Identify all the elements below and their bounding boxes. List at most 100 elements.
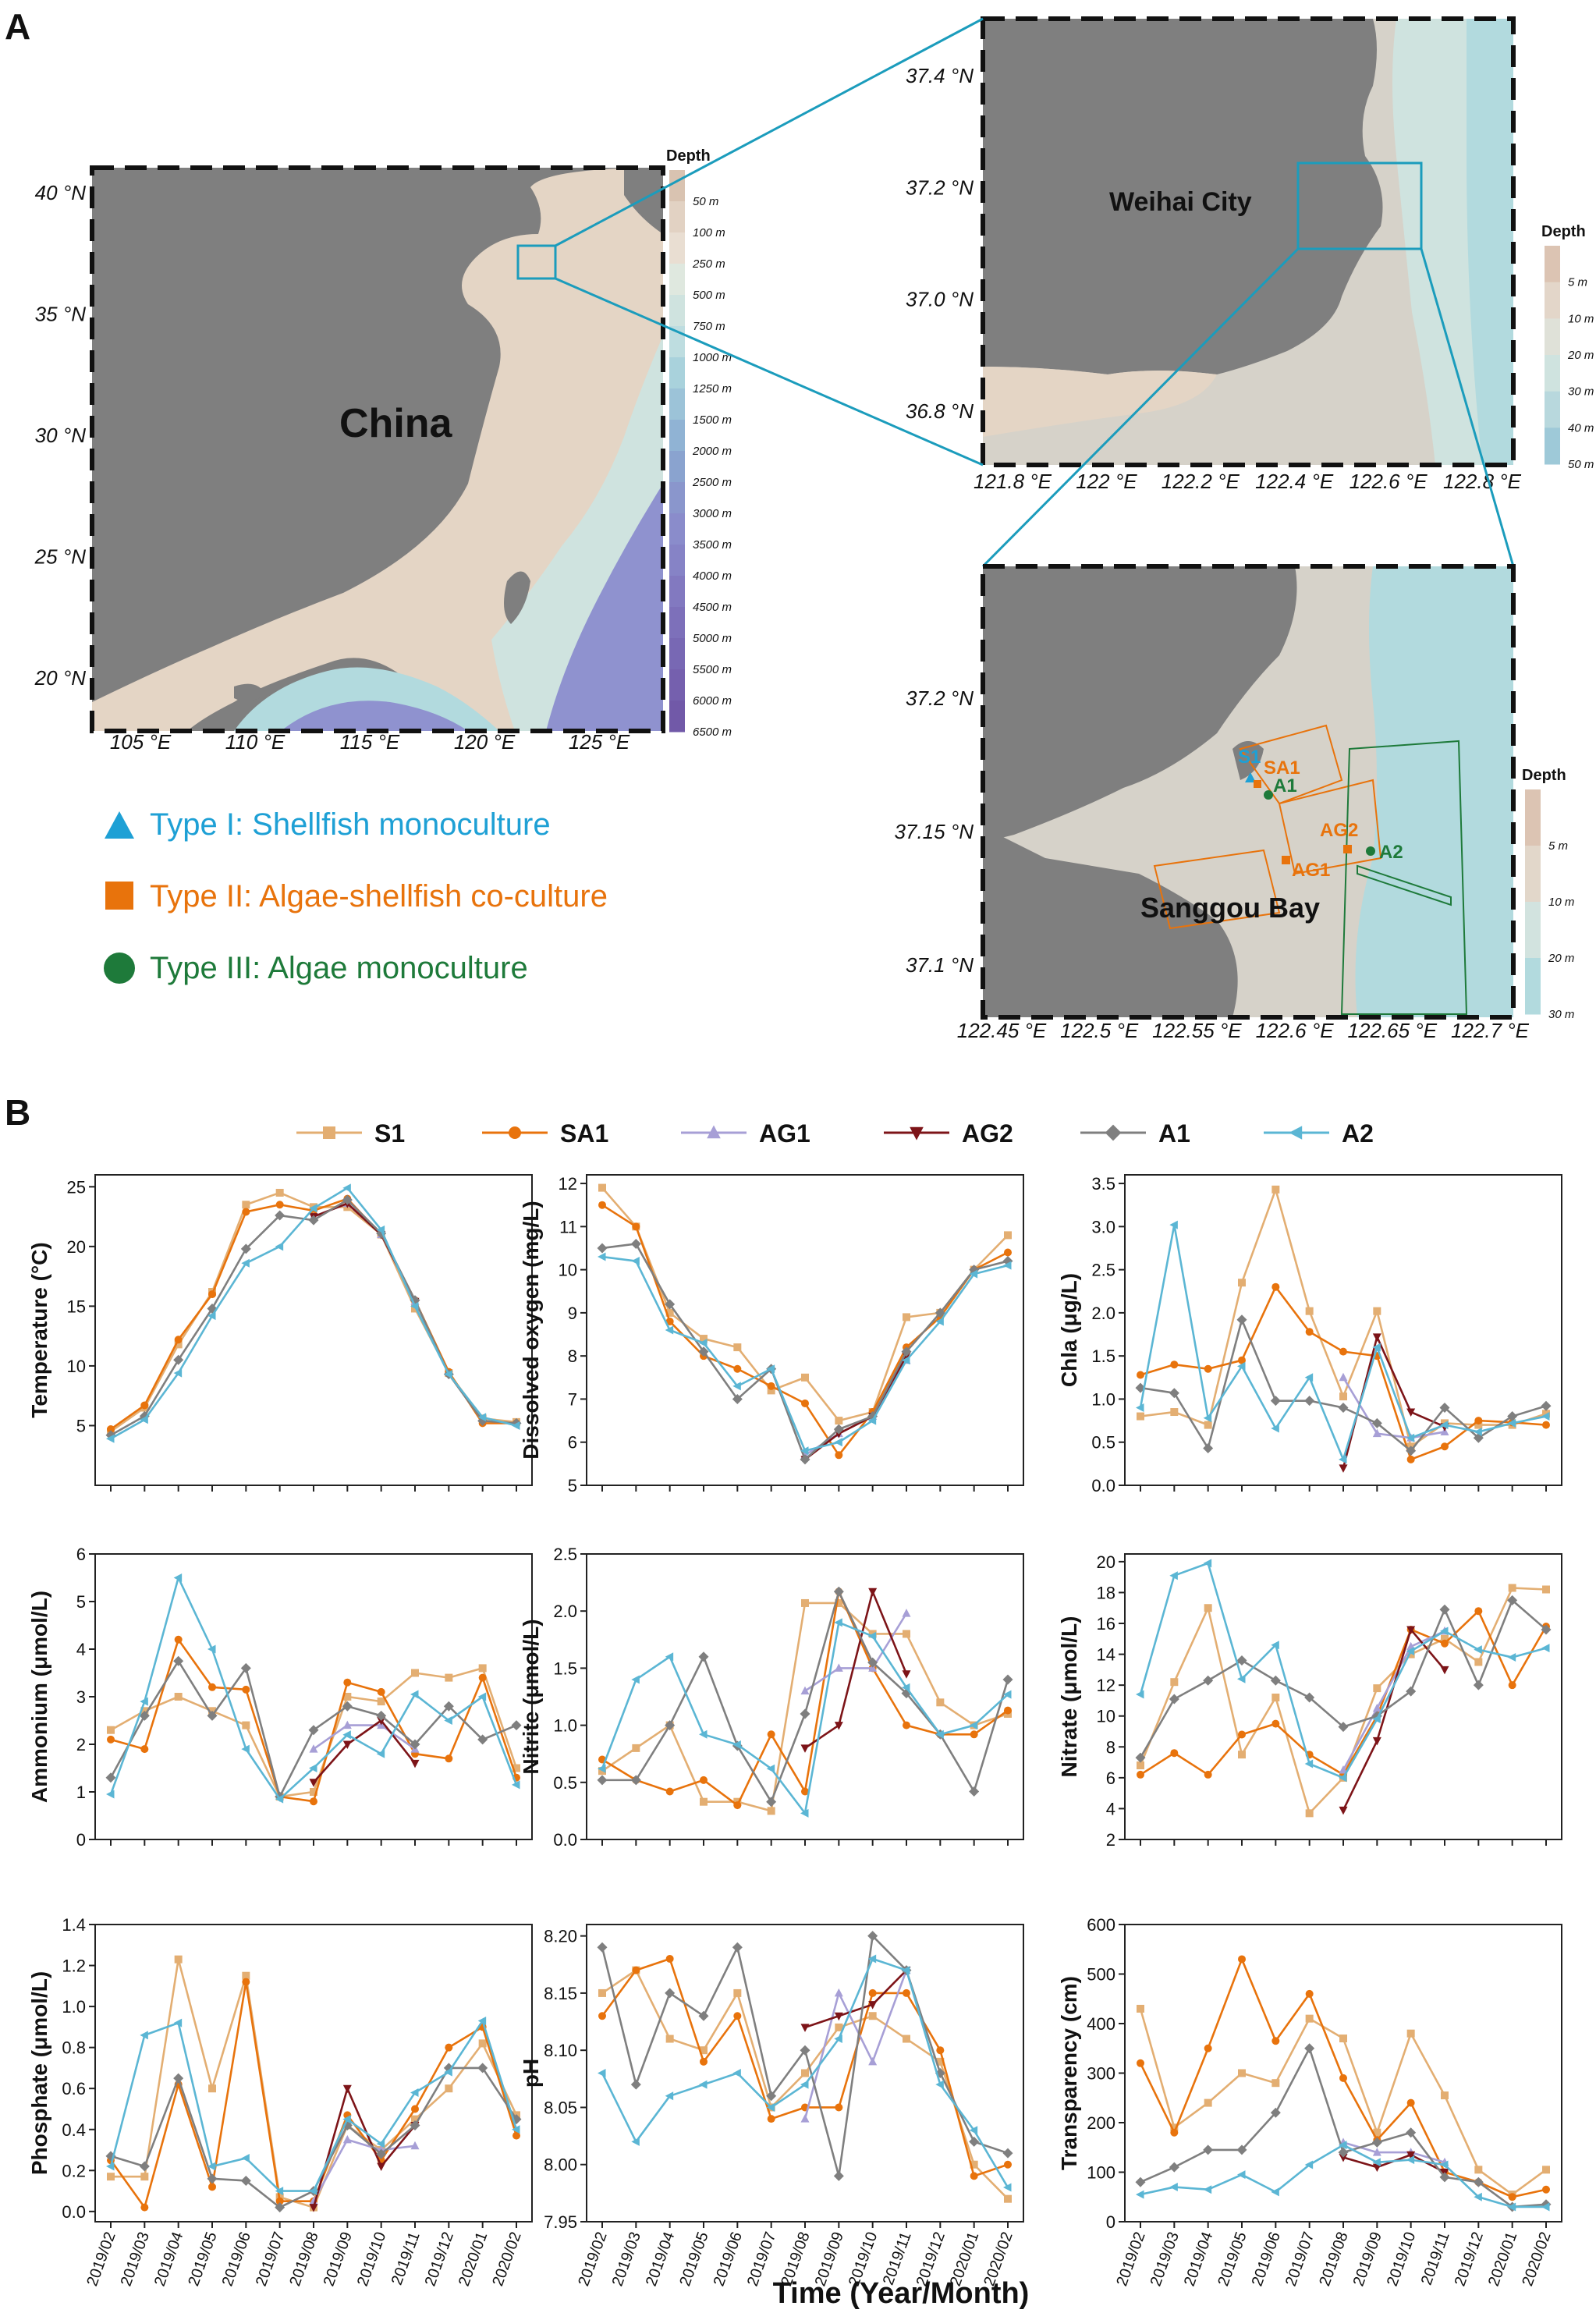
data-point-a2	[1339, 1455, 1347, 1464]
data-point-a1	[1304, 1396, 1315, 1407]
data-point-sa1	[1474, 1417, 1483, 1425]
depth-level-label: 5 m	[1568, 276, 1587, 289]
depth-swatch	[669, 513, 685, 545]
data-point-a1	[766, 2091, 777, 2102]
y-tick-label: 0	[1106, 2212, 1115, 2232]
data-point-a2	[241, 1258, 250, 1268]
data-point-a1	[867, 1657, 878, 1668]
data-point-a2	[1440, 1627, 1449, 1636]
y-tick-label: 14	[1097, 1645, 1115, 1665]
y-tick-label: 8.10	[544, 2041, 577, 2060]
data-point-s1	[1373, 1307, 1381, 1315]
data-point-sa1	[275, 2197, 284, 2205]
data-point-sa1	[1406, 1455, 1415, 1463]
sanggou-south-land	[983, 827, 1238, 1017]
china-lon-labels: 105 °E 110 °E 115 °E 120 °E 125 °E	[110, 730, 630, 754]
data-point-sa1	[1271, 2037, 1280, 2045]
data-point-s1	[1542, 1585, 1550, 1594]
korea-peninsula	[624, 168, 663, 234]
data-point-sa1	[478, 1673, 487, 1682]
data-point-a2	[732, 1740, 741, 1749]
lon-label: 105 °E	[110, 730, 172, 754]
data-point-s1	[700, 1797, 708, 1806]
data-point-a1	[1371, 1417, 1382, 1428]
x-tick-label: 2019/12	[1452, 2230, 1487, 2288]
data-point-ag2	[1339, 1806, 1348, 1815]
depth-swatch	[669, 420, 685, 452]
data-point-a2	[935, 2080, 944, 2089]
y-tick-label: 0.8	[62, 2038, 86, 2058]
data-point-a2	[1406, 2155, 1415, 2165]
series-line-a1	[601, 1935, 1009, 2177]
data-point-a2	[140, 2031, 148, 2040]
data-point-a1	[698, 1346, 709, 1357]
data-point-sa1	[411, 2105, 419, 2113]
data-point-a2	[1136, 2190, 1144, 2199]
data-point-a2	[1169, 1571, 1178, 1580]
lon-label: 110 °E	[225, 730, 286, 754]
depth-level-label: 50 m	[1568, 458, 1594, 471]
data-point-a2	[207, 2162, 216, 2171]
data-point-a1	[240, 1662, 251, 1673]
data-point-a1	[1236, 1314, 1247, 1325]
chart-frame	[586, 1174, 1024, 1486]
weihai-land	[983, 19, 1383, 374]
depth-title: Depth	[1522, 767, 1566, 784]
data-point-a1	[698, 1651, 709, 1662]
legend-marker-a2	[1289, 1126, 1303, 1140]
depth-level-label: 10 m	[1568, 312, 1594, 325]
data-point-sa1	[733, 2012, 742, 2020]
data-point-ag2	[1406, 1626, 1416, 1634]
depth-swatch	[1545, 355, 1560, 392]
data-point-a1	[1236, 1655, 1247, 1666]
depth-level-label: 1000 m	[693, 351, 732, 364]
data-point-a1	[1135, 2176, 1146, 2187]
depth-swatch	[669, 170, 685, 202]
data-point-s1	[411, 1669, 419, 1677]
y-tick-label: 300	[1087, 2064, 1115, 2084]
data-point-sa1	[767, 2115, 775, 2123]
data-point-s1	[835, 1598, 843, 1607]
y-tick-label: 1.5	[1091, 1346, 1115, 1366]
data-point-a1	[1507, 1595, 1518, 1605]
data-point-s1	[242, 1971, 250, 1980]
data-point-a1	[477, 1734, 488, 1745]
data-point-sa1	[1339, 2074, 1347, 2082]
y-axis-label: Temperature (°C)	[27, 1242, 51, 1417]
lat-label: 37.2 °N	[906, 686, 974, 710]
data-point-s1	[1204, 1421, 1212, 1429]
data-point-a1	[1203, 2144, 1214, 2155]
data-point-a1	[275, 1210, 286, 1221]
y-tick-label: 18	[1097, 1583, 1115, 1602]
data-point-s1	[1373, 1684, 1381, 1693]
data-point-a2	[342, 1730, 351, 1740]
data-point-a2	[1237, 1674, 1246, 1683]
data-point-ag1	[800, 1686, 810, 1695]
y-axis-label: pH	[519, 2059, 543, 2088]
data-point-sa1	[1204, 1364, 1212, 1373]
data-point-a2	[173, 1573, 183, 1582]
data-point-sa1	[903, 1988, 910, 1997]
y-tick-label: 2.0	[1091, 1304, 1115, 1323]
data-point-ag2	[800, 1744, 810, 1753]
chart-frame	[586, 1553, 1024, 1840]
data-point-sa1	[140, 1745, 149, 1754]
data-point-a1	[1236, 2144, 1247, 2155]
y-tick-label: 25	[67, 1177, 86, 1197]
data-point-a1	[867, 1931, 878, 1942]
depth-swatch	[669, 545, 685, 576]
data-point-ag1	[1372, 1428, 1381, 1438]
data-point-sa1	[140, 1401, 149, 1410]
data-point-ag1	[309, 1744, 318, 1753]
depth-swatch	[1545, 246, 1560, 283]
data-point-s1	[310, 1788, 317, 1796]
data-point-a2	[410, 1690, 419, 1699]
data-point-s1	[1004, 2194, 1012, 2203]
data-point-a1	[207, 2173, 218, 2184]
depth-swatch	[1545, 318, 1560, 356]
data-point-a2	[1169, 2183, 1178, 2192]
y-tick-label: 1.2	[62, 1956, 86, 1976]
data-point-a2	[477, 1692, 487, 1701]
chart-3: 0 1 2 3 4 5 6 Ammonium (μmol/L)	[27, 1545, 533, 1850]
site-label-ag1: AG1	[1292, 860, 1330, 881]
